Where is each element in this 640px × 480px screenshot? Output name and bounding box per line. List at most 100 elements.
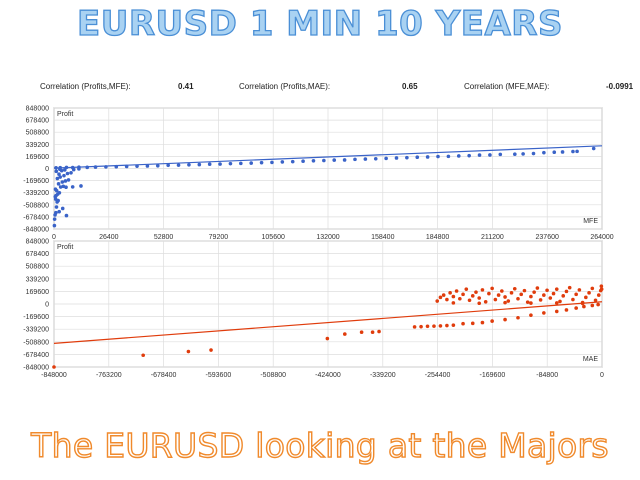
mae-point <box>512 286 517 291</box>
mae-point <box>186 349 191 354</box>
mfe-point <box>69 170 73 175</box>
mfe-point <box>280 160 285 164</box>
mae-point <box>529 294 533 299</box>
mae-point <box>596 302 600 307</box>
mae-point <box>532 290 536 294</box>
mae-point <box>590 303 595 308</box>
mae-point <box>561 294 566 298</box>
mfe-xtick-label: 211200 <box>481 234 504 241</box>
mae-point <box>470 294 475 298</box>
mfe-point <box>290 159 295 164</box>
mae-point <box>596 293 601 297</box>
mfe-point <box>436 154 440 159</box>
mfe-point <box>197 162 202 167</box>
mfe-point <box>552 150 557 155</box>
mfe-point <box>145 164 150 168</box>
mfe-point <box>405 155 409 160</box>
mfe-point <box>446 154 451 159</box>
mfe-point <box>353 157 357 162</box>
mfe-point <box>571 149 575 154</box>
mfe-point <box>57 172 61 177</box>
mae-point <box>141 353 145 358</box>
mae-point <box>529 313 533 317</box>
mae-point <box>209 348 213 352</box>
mfe-point <box>57 190 62 195</box>
mae-point <box>451 301 456 305</box>
mae-point <box>535 286 540 290</box>
mfe-point <box>415 155 420 160</box>
mae-point <box>599 287 604 291</box>
mfe-point <box>54 210 58 215</box>
mae-point <box>419 324 423 329</box>
mae-point <box>519 292 524 297</box>
mfe-point <box>58 185 63 189</box>
mfe-point <box>52 217 57 221</box>
mae-point <box>587 291 591 295</box>
corr-value-profits-mae: 0.65 <box>402 82 418 91</box>
mfe-point <box>155 163 160 168</box>
mae-point <box>461 292 465 297</box>
mae-ytick-label: 169600 <box>26 289 49 296</box>
mfe-ytick-label: -678400 <box>23 214 49 221</box>
mfe-point <box>477 153 482 157</box>
mfe-ytick-label: 848000 <box>26 106 49 113</box>
mae-point <box>451 323 456 327</box>
mae-point <box>477 301 482 306</box>
mfe-xtick-label: 184800 <box>426 234 449 241</box>
mfe-ytick-label: -848000 <box>23 227 49 234</box>
mfe-point <box>166 163 170 168</box>
mfe-point <box>62 173 66 178</box>
mae-xtick-label: -848000 <box>41 372 67 379</box>
mae-point <box>564 308 569 312</box>
mae-point <box>461 321 465 326</box>
mae-point <box>438 324 443 328</box>
mfe-point <box>521 152 525 156</box>
mae-point <box>432 324 436 328</box>
mfe-xtick-label: 52800 <box>154 234 174 241</box>
mfe-xtick-label: 105600 <box>262 234 285 241</box>
mae-point <box>467 298 472 303</box>
corr-label-profits-mae: Correlation (Profits,MAE): <box>239 82 331 91</box>
mae-point <box>516 315 520 320</box>
mfe-point <box>54 205 59 209</box>
mae-point <box>574 306 578 310</box>
mfe-point <box>54 169 59 174</box>
corr-label-mfe-mae: Correlation (MFE,MAE): <box>464 82 550 91</box>
mfe-point <box>58 175 63 179</box>
corr-label-profits-mfe: Correlation (Profits,MFE): <box>40 82 131 91</box>
mae-point <box>359 330 364 335</box>
mae-xtick-label: 0 <box>600 372 604 379</box>
mae-point <box>490 319 494 323</box>
mae-point <box>477 296 482 300</box>
mae-point <box>503 300 507 305</box>
mae-point <box>480 288 485 292</box>
mfe-point <box>488 153 492 157</box>
mfe-point <box>249 161 253 165</box>
mae-point <box>503 317 507 322</box>
mae-point <box>343 332 347 336</box>
mae-point <box>435 299 440 303</box>
mae-ytick-label: -848000 <box>23 365 49 372</box>
mae-point <box>503 295 507 299</box>
mae-ytick-label: 339200 <box>26 276 49 283</box>
mae-ytick-label: 678400 <box>26 251 49 258</box>
mfe-ylabel: Profit <box>57 111 73 118</box>
mae-point <box>551 291 556 296</box>
mae-xtick-label: -84800 <box>536 372 558 379</box>
mfe-point <box>65 171 70 176</box>
mae-point <box>438 295 443 300</box>
mfe-point <box>60 180 65 184</box>
mae-point <box>470 321 475 326</box>
mae-point <box>493 297 498 302</box>
mae-point <box>474 290 478 294</box>
mae-ylabel: Profit <box>57 244 73 251</box>
mae-point <box>545 288 549 293</box>
mfe-point <box>425 155 430 159</box>
mae-ytick-label: -508800 <box>23 339 49 346</box>
mfe-point <box>55 176 60 181</box>
corr-value-profits-mfe-text: 0.41 <box>178 82 194 91</box>
mfe-xtick-label: 26400 <box>99 234 119 241</box>
mfe-point <box>53 187 58 191</box>
mae-point <box>496 293 501 297</box>
